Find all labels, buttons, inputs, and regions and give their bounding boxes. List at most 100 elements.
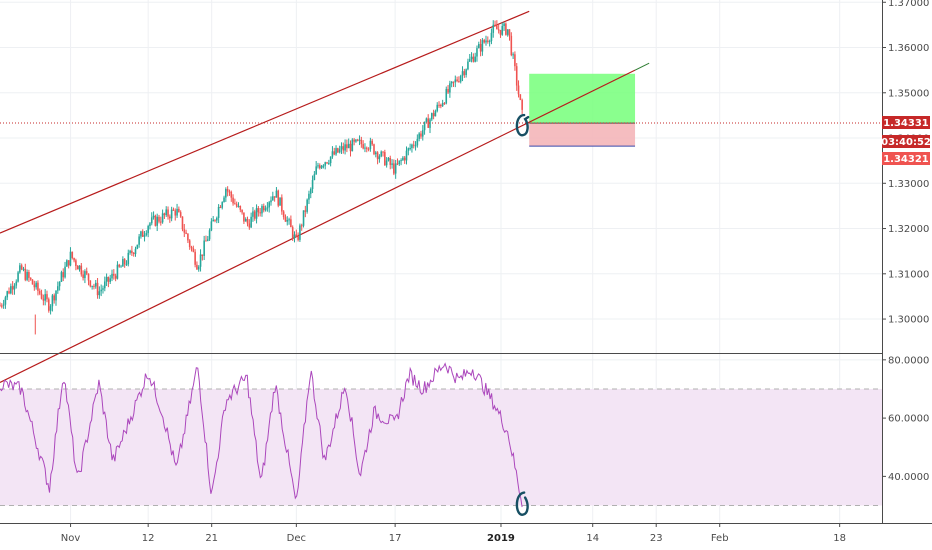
- candle-body: [458, 81, 460, 83]
- candle-body: [87, 273, 90, 281]
- countdown-badge: 03:40:52: [881, 137, 931, 148]
- candle-body: [505, 23, 507, 35]
- candle-body: [2, 304, 5, 306]
- candle-body: [431, 113, 433, 120]
- candle-body: [221, 202, 224, 208]
- candle-body: [508, 29, 511, 36]
- candle-body: [497, 29, 500, 31]
- axes-layer: [0, 0, 932, 524]
- channel-line-extension: [634, 62, 650, 71]
- time-tick-label: 17: [389, 533, 402, 544]
- candle-body: [514, 54, 516, 67]
- time-tick-label: 14: [586, 533, 599, 544]
- candle-body: [358, 139, 361, 141]
- candle-body: [252, 211, 254, 217]
- candle-body: [311, 180, 314, 189]
- channel-line-upper: [0, 10, 530, 234]
- candle-body: [467, 61, 469, 70]
- candle-body: [322, 165, 325, 167]
- rsi-series: [0, 362, 523, 508]
- candle-body: [402, 157, 404, 161]
- trend-channel[interactable]: [0, 10, 650, 383]
- candlestick-series: [0, 20, 523, 335]
- candle-body: [333, 151, 336, 155]
- candle-body: [29, 277, 32, 280]
- candle-body: [113, 273, 115, 276]
- candle-body: [452, 81, 455, 83]
- annotation-circle: [515, 113, 530, 137]
- candle-body: [190, 247, 193, 249]
- candle-body: [248, 223, 251, 228]
- rsi-tick-label: 60.0000: [888, 414, 929, 425]
- time-tick-label: Nov: [61, 533, 81, 544]
- candle-body: [299, 225, 301, 240]
- candle-body: [187, 233, 189, 241]
- candle-body: [73, 257, 75, 261]
- rsi-axis-labels: 80.0000 60.0000 40.0000: [882, 355, 929, 483]
- candle-body: [179, 212, 182, 217]
- price-tick-label: 1.31000: [888, 269, 929, 280]
- candle-body: [181, 216, 184, 230]
- candle-body: [152, 215, 155, 218]
- candle-body: [465, 69, 467, 75]
- candle-body: [320, 165, 323, 169]
- candle-body: [378, 156, 381, 160]
- candle-body: [291, 227, 294, 239]
- candle-body: [1, 305, 3, 307]
- candle-body: [42, 298, 45, 301]
- candle-body: [264, 208, 267, 211]
- candle-body: [185, 232, 187, 234]
- candle-body: [103, 281, 106, 289]
- candle-body: [46, 294, 48, 300]
- candle-body: [420, 133, 422, 137]
- candle-body: [438, 104, 440, 106]
- candle-body: [100, 289, 102, 292]
- candle-body: [234, 203, 236, 205]
- candle-body: [109, 278, 112, 282]
- candle-body: [22, 268, 25, 270]
- candle-body: [53, 295, 56, 301]
- candle-body: [429, 119, 431, 128]
- candle-body: [203, 240, 205, 256]
- candle-body: [268, 202, 271, 208]
- candle-body: [488, 41, 491, 43]
- candle-body: [192, 248, 195, 252]
- candle-body: [414, 145, 417, 147]
- candle-body: [463, 71, 466, 75]
- candle-body: [118, 264, 121, 267]
- candle-body: [407, 148, 410, 151]
- candle-body: [416, 138, 419, 146]
- time-tick-label: 21: [205, 533, 218, 544]
- candle-body: [243, 212, 245, 222]
- candle-body: [295, 234, 298, 237]
- candle-body: [165, 209, 168, 216]
- candle-body: [356, 139, 359, 141]
- candle-body: [212, 219, 214, 222]
- candle-body: [373, 144, 375, 155]
- candle-body: [418, 133, 420, 139]
- candle-body: [421, 130, 424, 137]
- candle-body: [75, 260, 77, 266]
- countdown-badge-bg: [882, 135, 930, 148]
- candle-body: [387, 157, 390, 161]
- candle-body: [346, 144, 348, 149]
- candle-body: [391, 163, 393, 165]
- position-tool[interactable]: [529, 73, 636, 147]
- candle-body: [57, 286, 59, 291]
- candle-body: [127, 252, 130, 265]
- candle-body: [230, 191, 233, 198]
- candle-body: [219, 206, 222, 208]
- candle-body: [411, 144, 413, 149]
- annotation-layer: [515, 113, 530, 516]
- candle-body: [398, 160, 401, 165]
- candle-body: [253, 211, 256, 219]
- candle-body: [519, 94, 522, 100]
- time-tick-label: 12: [142, 533, 155, 544]
- candle-body: [470, 56, 473, 60]
- candle-body: [149, 223, 151, 227]
- candle-body: [37, 282, 39, 291]
- candle-body: [277, 190, 280, 206]
- candle-body: [468, 59, 471, 62]
- candle-body: [288, 219, 290, 221]
- candle-body: [441, 103, 444, 107]
